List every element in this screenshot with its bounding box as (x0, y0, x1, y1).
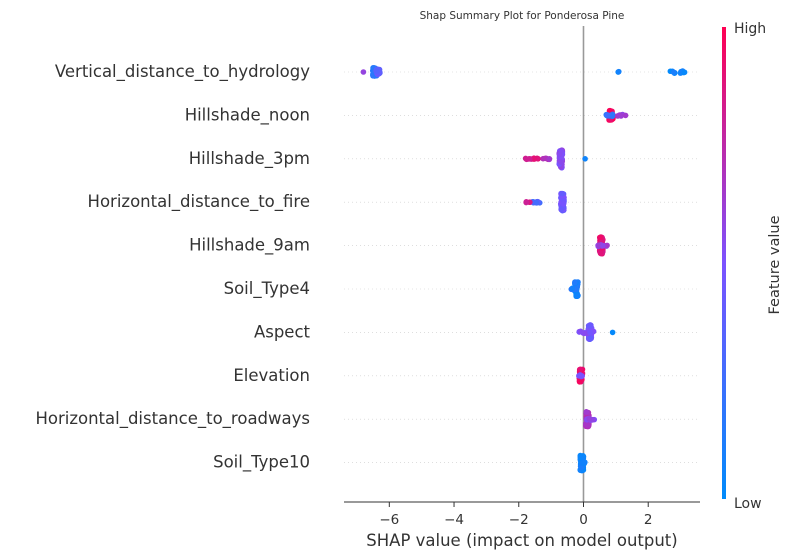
x-tick-label: −6 (379, 512, 399, 528)
shap-point (587, 329, 593, 336)
chart-title: Shap Summary Plot for Ponderosa Pine (420, 10, 625, 22)
shap-point (584, 422, 591, 428)
shap-point (577, 378, 583, 385)
shap-point (546, 156, 553, 163)
shap-point (360, 69, 367, 75)
shap-point (586, 416, 593, 422)
shap-point (557, 151, 563, 157)
shap-point (583, 409, 590, 415)
feature-label: Vertical_distance_to_hydrology (55, 62, 310, 82)
shap-point (569, 285, 576, 292)
colorbar-high-label: High (734, 21, 766, 37)
shap-point (622, 112, 629, 119)
x-tick-label: 0 (579, 512, 588, 528)
x-axis-label: SHAP value (impact on model output) (366, 531, 677, 550)
feature-label: Horizontal_distance_to_fire (88, 192, 310, 212)
shap-point (681, 69, 688, 76)
shap-points (360, 65, 688, 474)
feature-label: Hillshade_9am (189, 236, 310, 256)
shap-point (374, 68, 380, 75)
shap-point (577, 328, 584, 335)
shap-point (578, 373, 585, 379)
shap-point (572, 279, 578, 286)
shap-point (558, 159, 564, 165)
shap-point (615, 68, 622, 75)
feature-row-gridlines (344, 71, 700, 463)
feature-label: Aspect (254, 322, 311, 341)
shap-point (604, 112, 611, 118)
x-tick-label: −4 (444, 512, 464, 528)
shap-point (523, 199, 529, 206)
x-tick-label: −2 (509, 512, 529, 528)
shap-point (586, 323, 592, 329)
shap-point (523, 156, 530, 163)
colorbar-title: Feature value (767, 215, 783, 314)
shap-point (618, 113, 624, 119)
feature-labels: Vertical_distance_to_hydrology Hillshade_… (35, 62, 310, 473)
shap-point (560, 201, 567, 207)
feature-label: Hillshade_3pm (189, 149, 310, 169)
shap-point (574, 293, 581, 299)
shap-point (609, 329, 616, 336)
shap-point (577, 366, 584, 373)
x-axis-ticks: −6 −4 −2 0 2 (379, 502, 653, 528)
feature-label: Elevation (233, 366, 310, 385)
shap-point (597, 234, 604, 241)
feature-label: Soil_Type4 (224, 279, 310, 299)
shap-point (587, 334, 594, 341)
shap-point (558, 206, 565, 212)
shap-point (598, 250, 604, 257)
shap-point (533, 199, 540, 206)
shap-point (559, 190, 566, 197)
feature-label: Horizontal_distance_to_roadways (35, 409, 310, 429)
shap-point (531, 156, 537, 162)
x-tick-label: 2 (644, 512, 653, 528)
feature-label: Hillshade_noon (185, 105, 310, 125)
colorbar-low-label: Low (734, 496, 762, 512)
shap-point (670, 69, 677, 76)
shap-point (582, 156, 588, 162)
feature-label: Soil_Type10 (213, 453, 310, 473)
colorbar (722, 27, 726, 499)
shap-point (582, 459, 588, 465)
shap-point (600, 243, 606, 249)
